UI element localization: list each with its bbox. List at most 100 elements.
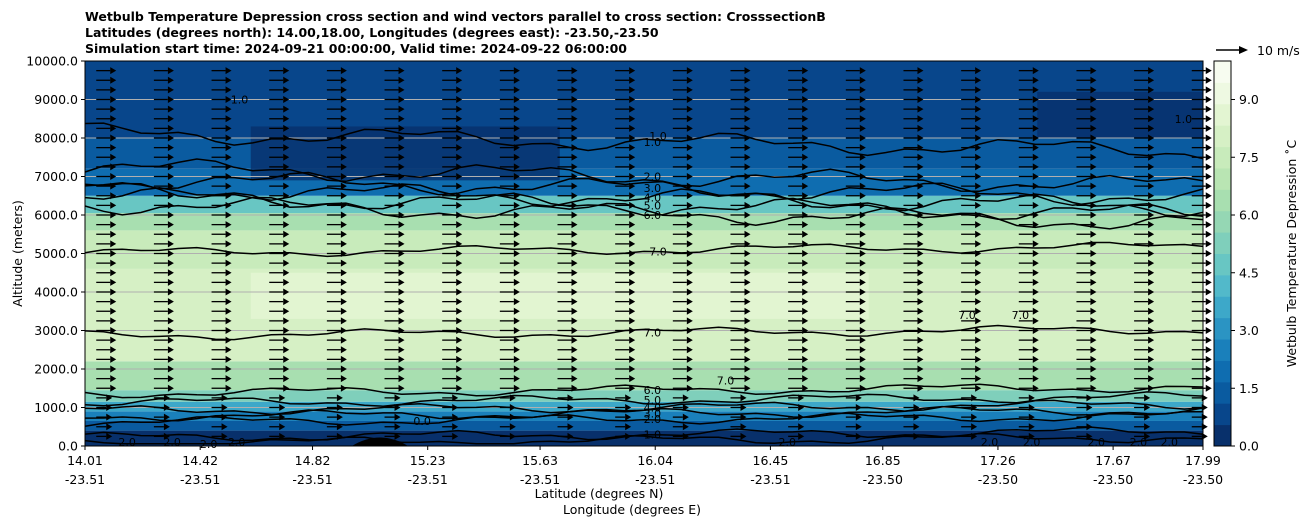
wind-vector-head-267 — [513, 307, 520, 315]
wind-vector-head-531 — [744, 182, 751, 190]
wind-vector-head-91 — [740, 394, 747, 402]
wind-vector-head-336 — [1032, 278, 1039, 286]
wind-vector-head-739 — [1205, 86, 1212, 94]
wind-vector-head-491 — [744, 201, 751, 209]
wind-vector-head-679 — [1205, 115, 1212, 123]
y-tick-label-5: 5000.0 — [34, 246, 78, 261]
wind-vector-head-448 — [571, 221, 578, 229]
wind-vector-head-62 — [221, 404, 228, 411]
wind-vector-head-225 — [398, 327, 405, 334]
wind-vector-head-395 — [975, 250, 982, 257]
wind-vector-head-633 — [859, 134, 866, 142]
wind-vector-head-521 — [167, 182, 174, 190]
wind-vector-head-5 — [394, 432, 401, 440]
wind-vector-head-82 — [221, 394, 228, 402]
wind-vector-head-584 — [340, 153, 347, 161]
x-tick-lat-6: 16.45 — [753, 453, 789, 468]
wind-vector-head-175 — [975, 355, 982, 363]
wind-vector-head-460 — [110, 211, 117, 219]
wind-vector-head-553 — [859, 173, 866, 180]
contour-label-26: 2.0 — [981, 436, 999, 449]
wind-vector-head-202 — [225, 336, 232, 344]
wind-vector-head-170 — [686, 355, 693, 363]
wind-vector-head-369 — [629, 259, 636, 267]
wind-vector-head-89 — [625, 394, 632, 402]
wind-vector-head-428 — [571, 230, 578, 238]
wind-vector-head-381 — [167, 250, 174, 257]
wind-vector-head-683 — [283, 105, 290, 113]
wind-vector-head-124 — [340, 375, 347, 383]
wind-vector-head-770 — [686, 67, 693, 75]
wind-vector-head-586 — [456, 153, 463, 161]
wind-vector-head-216 — [1032, 336, 1039, 344]
wind-vector-head-9 — [625, 432, 632, 440]
wind-vector-head-147 — [513, 365, 520, 373]
wind-vector-head-212 — [802, 336, 809, 344]
wind-vector-head-319 — [1205, 288, 1212, 296]
wind-vector-head-2 — [221, 432, 228, 440]
wind-vector-head-459 — [1205, 221, 1212, 229]
wind-vector-head-601 — [167, 144, 174, 152]
wind-vector-head-283 — [283, 298, 290, 306]
wind-vector-head-474 — [917, 211, 924, 219]
wind-vector-head-171 — [744, 355, 751, 363]
wind-vector-head-655 — [975, 124, 982, 132]
wind-vector-head-389 — [629, 250, 636, 257]
wind-vector-head-710 — [686, 96, 693, 103]
wind-vector-head-133 — [859, 375, 866, 383]
wind-vector-head-201 — [167, 336, 174, 344]
wind-vector-head-708 — [571, 96, 578, 103]
wind-vector-head-43 — [279, 413, 286, 421]
wind-vector-head-738 — [1148, 86, 1155, 94]
wind-vector-head-657 — [1090, 124, 1097, 132]
contour-label-20: 7.0 — [717, 375, 735, 388]
wind-vector-head-476 — [1032, 211, 1039, 219]
wind-vector-head-363 — [283, 259, 290, 267]
wind-vector-head-748 — [571, 76, 578, 84]
wind-vector-head-758 — [1148, 76, 1155, 84]
wind-vector-head-568 — [571, 163, 578, 171]
wind-vector-head-522 — [225, 182, 232, 190]
wind-vector-head-479 — [1205, 211, 1212, 219]
wind-vector-head-728 — [571, 86, 578, 94]
x-tick-lat-3: 15.23 — [410, 453, 446, 468]
wind-vector-head-658 — [1148, 124, 1155, 132]
wind-vector-head-139 — [1205, 375, 1212, 383]
wind-vector-head-731 — [744, 86, 751, 94]
wind-vector-head-123 — [283, 375, 290, 383]
wind-vector-head-583 — [283, 153, 290, 161]
wind-vector-head-768 — [571, 67, 578, 75]
contour-label-22: 2.0 — [163, 436, 181, 449]
wind-vector-head-618 — [1148, 144, 1155, 152]
terrain — [351, 437, 409, 446]
wind-vector-head-237 — [1090, 327, 1097, 334]
wind-vector-head-564 — [340, 163, 347, 171]
contour-label-10: 4.0 — [644, 402, 662, 415]
wind-vector-head-737 — [1090, 86, 1097, 94]
wind-vector-head-607 — [513, 144, 520, 152]
wind-vector-head-112 — [802, 384, 809, 392]
fill-band-3 — [85, 401, 1203, 412]
wind-vector-head-550 — [686, 173, 693, 180]
wind-vector-head-1 — [163, 432, 170, 440]
x-tick-lon-7: -23.50 — [863, 472, 903, 487]
wind-vector-head-106 — [456, 384, 463, 392]
wind-vector-head-442 — [225, 221, 232, 229]
wind-vector-head-647 — [513, 124, 520, 132]
wind-vector-head-53 — [855, 413, 862, 421]
wind-vector-head-298 — [1148, 298, 1155, 306]
wind-vector-head-465 — [398, 211, 405, 219]
x-tick-lon-8: -23.50 — [978, 472, 1018, 487]
wind-vector-head-335 — [975, 278, 982, 286]
wind-vector-head-471 — [744, 211, 751, 219]
x-axis-label-longitude: Longitude (degrees E) — [563, 502, 701, 517]
wind-vector-head-606 — [456, 144, 463, 152]
wind-vector-head-218 — [1148, 336, 1155, 344]
colorbar-tick-label-5: 7.5 — [1239, 150, 1259, 165]
wind-vector-head-254 — [917, 317, 924, 325]
chart-title-line-1: Wetbulb Temperature Depression cross sec… — [85, 9, 826, 24]
wind-vector-head-227 — [513, 327, 520, 334]
chart-title-line-3: Simulation start time: 2024-09-21 00:00:… — [85, 41, 627, 56]
wind-vector-head-600 — [110, 144, 117, 152]
wind-vector-head-610 — [686, 144, 693, 152]
